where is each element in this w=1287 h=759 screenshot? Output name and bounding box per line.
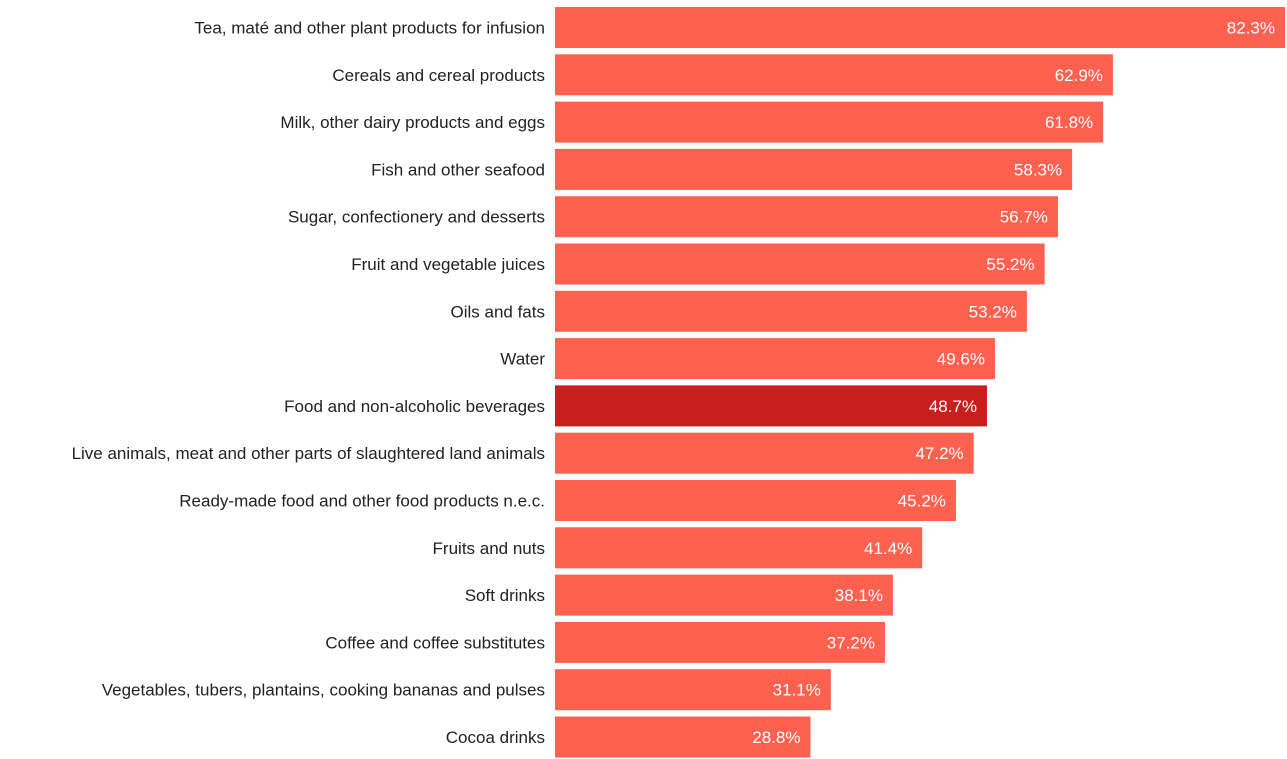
value-label: 28.8% [752, 728, 800, 747]
value-label: 45.2% [898, 492, 946, 511]
bar [555, 338, 995, 380]
category-label: Fruits and nuts [433, 539, 545, 558]
value-label: 48.7% [929, 397, 977, 416]
category-label: Food and non-alcoholic beverages [284, 397, 545, 416]
bar-row: Ready-made food and other food products … [179, 480, 956, 521]
bar-row: Sugar, confectionery and desserts 56.7% [288, 196, 1058, 238]
bar [555, 196, 1058, 238]
category-label: Sugar, confectionery and desserts [288, 208, 545, 227]
bar-row: Oils and fats 53.2% [451, 290, 1027, 332]
value-label: 55.2% [986, 255, 1034, 274]
category-label: Cereals and cereal products [332, 66, 545, 85]
value-label: 49.6% [937, 350, 985, 369]
value-label: 56.7% [1000, 208, 1048, 227]
bar [555, 432, 974, 474]
bar [555, 621, 885, 663]
category-label: Cocoa drinks [446, 728, 545, 747]
category-label: Water [500, 350, 545, 369]
bar [555, 243, 1045, 285]
bar-row: Milk, other dairy products and eggs 61.8% [280, 101, 1104, 143]
bar [555, 716, 811, 758]
value-label: 31.1% [773, 681, 821, 700]
value-label: 82.3% [1227, 19, 1275, 38]
bar [555, 669, 831, 711]
category-label: Vegetables, tubers, plantains, cooking b… [102, 681, 545, 700]
bar-row: Water 49.6% [500, 338, 995, 380]
bar-row: Cocoa drinks 28.8% [446, 716, 811, 758]
category-label: Fish and other seafood [371, 160, 545, 179]
category-label: Soft drinks [465, 586, 545, 605]
bar-row: Fruit and vegetable juices 55.2% [351, 243, 1045, 285]
bar [555, 290, 1027, 332]
bar-row: Fish and other seafood 58.3% [371, 148, 1073, 190]
bar-row: Food and non-alcoholic beverages 48.7% [284, 385, 987, 427]
value-label: 37.2% [827, 633, 875, 652]
bar [555, 7, 1285, 48]
bar-row: Fruits and nuts 41.4% [433, 527, 923, 569]
bar [555, 527, 923, 569]
bar [555, 54, 1113, 96]
category-label: Coffee and coffee substitutes [325, 633, 545, 652]
category-label: Oils and fats [451, 302, 546, 321]
category-label: Ready-made food and other food products … [179, 492, 545, 511]
value-label: 58.3% [1014, 160, 1062, 179]
value-label: 41.4% [864, 539, 912, 558]
bar-highlighted [555, 385, 987, 427]
value-label: 61.8% [1045, 113, 1093, 132]
bar-row: Coffee and coffee substitutes 37.2% [325, 621, 885, 663]
bar-row: Live animals, meat and other parts of sl… [72, 432, 974, 474]
value-label: 62.9% [1055, 66, 1103, 85]
bar-row: Soft drinks 38.1% [465, 574, 893, 616]
bar [555, 480, 956, 521]
category-label: Live animals, meat and other parts of sl… [72, 444, 545, 463]
value-label: 47.2% [915, 444, 963, 463]
bar [555, 574, 893, 616]
bar-row: Cereals and cereal products 62.9% [332, 54, 1113, 96]
category-label: Milk, other dairy products and eggs [280, 113, 545, 132]
bar [555, 101, 1104, 143]
category-label: Tea, maté and other plant products for i… [194, 19, 545, 38]
value-label: 38.1% [835, 586, 883, 605]
value-label: 53.2% [969, 302, 1017, 321]
bar-row: Vegetables, tubers, plantains, cooking b… [102, 669, 831, 711]
category-label: Fruit and vegetable juices [351, 255, 545, 274]
bar-row: Tea, maté and other plant products for i… [194, 7, 1285, 48]
bar [555, 148, 1073, 190]
